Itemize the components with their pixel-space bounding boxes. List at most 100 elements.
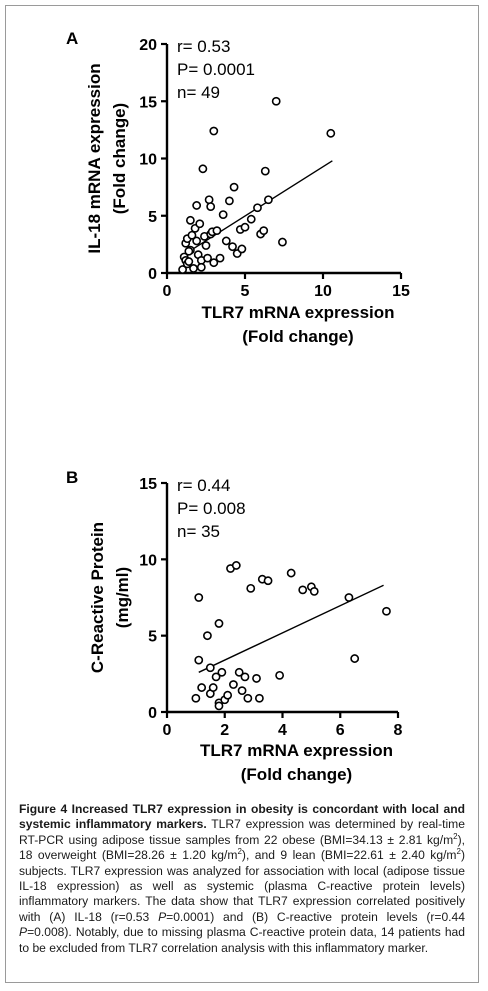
- data-point: [260, 166, 270, 176]
- x-tick-label: 0: [163, 283, 172, 300]
- data-point: [246, 214, 256, 224]
- data-point: [203, 253, 212, 263]
- data-point: [231, 561, 241, 570]
- data-point: [192, 236, 202, 246]
- data-point: [309, 586, 319, 596]
- data-point: [198, 164, 208, 174]
- x-tick-label: 6: [336, 722, 345, 739]
- data-point: [243, 693, 253, 703]
- x-tick-label: 10: [314, 283, 332, 300]
- data-point: [275, 670, 285, 680]
- x-tick-label: 5: [241, 283, 250, 300]
- regression-line: [198, 584, 384, 673]
- data-point: [214, 701, 224, 711]
- caption-text: ), and 9 lean (BMI=22.61 ± 2.40 kg/m: [241, 848, 457, 863]
- x-tick-label: 2: [220, 722, 229, 739]
- data-point: [191, 693, 201, 703]
- chart-panel-a: A 0 5 10 15 0 5 10 15 20 TLR7 mRNA expression (Fold…: [66, 29, 410, 346]
- data-point: [218, 210, 228, 220]
- stat-annotation: P= 0.008: [177, 499, 246, 518]
- stat-annotation: r= 0.53: [177, 37, 230, 56]
- data-point: [237, 244, 247, 254]
- data-point: [234, 667, 244, 677]
- data-point: [326, 128, 336, 138]
- data-point: [208, 683, 218, 692]
- y-tick-label: 10: [139, 552, 157, 569]
- data-point: [178, 265, 187, 274]
- caption-text: P: [19, 925, 28, 940]
- data-point: [194, 593, 204, 602]
- x-axis-title: (Fold change): [241, 765, 352, 784]
- data-point: [286, 568, 296, 578]
- data-point: [344, 593, 354, 602]
- data-point: [205, 663, 215, 673]
- data-point: [278, 237, 287, 247]
- data-point: [189, 264, 198, 273]
- y-tick-label: 5: [148, 209, 157, 226]
- caption-text: ) subjects. TLR7 expression was analyzed…: [19, 848, 465, 924]
- data-point: [209, 258, 219, 268]
- data-point: [196, 262, 206, 272]
- data-point: [240, 672, 250, 682]
- x-axis-title: (Fold change): [242, 327, 353, 346]
- caption-text: TLR7 expression was determined by real-t…: [19, 817, 465, 847]
- x-tick-label: 4: [278, 722, 287, 739]
- data-point: [204, 195, 214, 205]
- y-axis-title: C-Reactive Protein: [88, 522, 107, 673]
- data-point: [254, 693, 264, 703]
- x-axis-title: TLR7 mRNA expression: [201, 303, 394, 322]
- figure-caption: Figure 4 Increased TLR7 expression in ob…: [19, 802, 465, 956]
- data-point: [237, 686, 247, 696]
- x-tick-label: 0: [163, 722, 172, 739]
- stat-annotation: r= 0.44: [177, 476, 230, 495]
- caption-text: ), 18 overweight (BMI=28.26 ± 1.20 kg/m: [19, 832, 465, 863]
- data-point: [221, 236, 231, 246]
- data-point: [209, 126, 219, 136]
- stat-annotation: n= 49: [177, 83, 220, 102]
- caption-text: =0.008). Notably, due to missing plasma …: [19, 925, 465, 955]
- data-point: [253, 203, 262, 213]
- data-point: [184, 246, 194, 256]
- caption-text: Figure 4 Increased TLR7 expression in ob…: [19, 802, 465, 832]
- data-point: [195, 219, 205, 229]
- data-point: [194, 655, 204, 665]
- y-tick-label: 5: [148, 629, 157, 646]
- data-point: [192, 201, 202, 210]
- superscript: 2: [453, 831, 458, 841]
- data-point: [263, 195, 273, 205]
- data-point: [240, 222, 250, 232]
- y-axis-title: IL-18 mRNA expression: [85, 63, 104, 253]
- data-point: [271, 96, 281, 106]
- data-point: [197, 683, 207, 692]
- y-tick-label: 15: [139, 476, 157, 493]
- panel-letter: B: [66, 468, 78, 487]
- y-tick-label: 0: [148, 266, 157, 283]
- data-point: [252, 674, 261, 683]
- caption-text: =0.0001) and (B) C-reactive protein leve…: [166, 909, 465, 924]
- data-point: [259, 226, 269, 236]
- superscript: 2: [237, 847, 242, 857]
- x-axis-title: TLR7 mRNA expression: [200, 741, 393, 760]
- data-point: [184, 257, 194, 266]
- data-point: [228, 242, 237, 252]
- data-point: [229, 680, 238, 689]
- data-point: [223, 690, 233, 700]
- data-point: [214, 619, 224, 628]
- y-axis-title: (Fold change): [110, 103, 129, 214]
- x-tick-label: 15: [392, 283, 410, 300]
- data-point: [217, 667, 227, 677]
- data-point: [246, 583, 256, 593]
- stat-annotation: P= 0.0001: [177, 60, 255, 79]
- y-axis-title: (mg/ml): [113, 567, 132, 628]
- data-point: [382, 606, 391, 616]
- data-point: [201, 241, 211, 250]
- chart-panel-b: B 0 2 4 6 8 0 5 10 15 TLR7 mRNA expression (Fold ch…: [66, 468, 403, 784]
- x-tick-label: 8: [394, 722, 403, 739]
- data-point: [211, 672, 221, 682]
- data-point: [203, 631, 212, 641]
- data-point: [229, 182, 239, 192]
- y-tick-label: 20: [139, 37, 157, 54]
- data-point: [187, 230, 197, 240]
- data-point: [224, 196, 234, 206]
- caption-text: P: [158, 909, 167, 924]
